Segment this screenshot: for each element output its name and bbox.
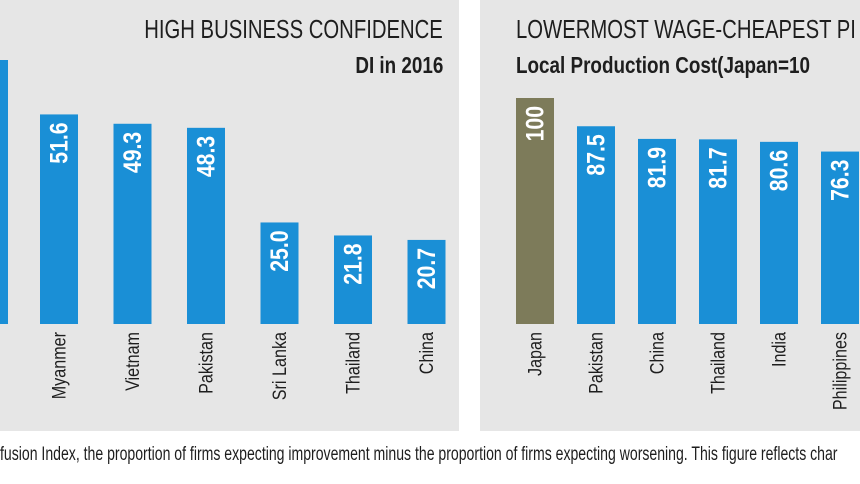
right-category-label-4: India (768, 332, 790, 367)
right-bar-chart: 100 Japan 87.5 Pakistan 81.9 China 81.7 Thailan… (516, 98, 859, 410)
right-bar-5 (821, 151, 859, 324)
footnote: fusion Index, the proportion of firms ex… (0, 444, 838, 465)
left-value-label-5: 20.7 (412, 248, 440, 289)
right-bar-3 (699, 139, 737, 324)
left-category-label-0: Myanmer (48, 332, 70, 399)
left-category-label-3: Sri Lanka (269, 332, 291, 400)
right-value-label-2: 81.9 (643, 147, 671, 188)
right-value-label-0: 100 (521, 106, 549, 141)
left-bar-2 (187, 127, 225, 324)
left-chart-subtitle: DI in 2016 (354, 52, 443, 78)
right-chart-title: LOWERMOST WAGE-CHEAPEST PI (516, 14, 856, 44)
left-bar-0 (40, 114, 78, 324)
left-chart-title: HIGH BUSINESS CONFIDENCE (144, 14, 443, 44)
right-value-label-4: 80.6 (765, 150, 793, 191)
left-chart-panel: HIGH BUSINESS CONFIDENCE DI in 2016 51.6… (0, 0, 459, 431)
left-bar-partial (0, 60, 8, 324)
left-category-label-2: Pakistan (195, 332, 217, 394)
left-bar-4 (334, 235, 372, 324)
left-bar-1 (113, 123, 152, 325)
right-bar-4 (760, 141, 798, 324)
right-category-label-0: Japan (524, 332, 546, 376)
right-category-label-3: Thailand (707, 332, 729, 394)
left-category-label-1: Vietnam (122, 332, 144, 391)
right-category-label-5: Philippines (829, 332, 851, 410)
right-bar-1 (577, 126, 615, 324)
left-value-label-1: 49.3 (118, 132, 146, 173)
right-value-label-5: 76.3 (826, 159, 854, 200)
left-bar-5 (407, 239, 446, 324)
left-value-label-0: 51.6 (45, 122, 73, 163)
left-bar-3 (260, 222, 299, 324)
right-value-label-3: 81.7 (704, 147, 732, 188)
right-bar-0 (516, 98, 554, 324)
right-bar-2 (638, 138, 676, 324)
left-value-label-2: 48.3 (192, 136, 220, 177)
left-value-label-3: 25.0 (265, 230, 293, 271)
left-category-label-5: China (416, 332, 438, 374)
right-chart-subtitle: Local Production Cost(Japan=10 (516, 52, 810, 78)
right-category-label-1: Pakistan (585, 332, 607, 394)
right-category-label-2: China (646, 332, 668, 374)
left-category-label-4: Thailand (342, 332, 364, 394)
right-chart-panel: LOWERMOST WAGE-CHEAPEST PI Local Product… (480, 0, 860, 431)
left-bar-chart: 51.6 Myanmer 49.3 Vietnam 48.3 Pakistan 25.0 Sr… (0, 60, 446, 400)
left-value-label-4: 21.8 (339, 243, 367, 284)
right-value-label-1: 87.5 (582, 134, 610, 175)
